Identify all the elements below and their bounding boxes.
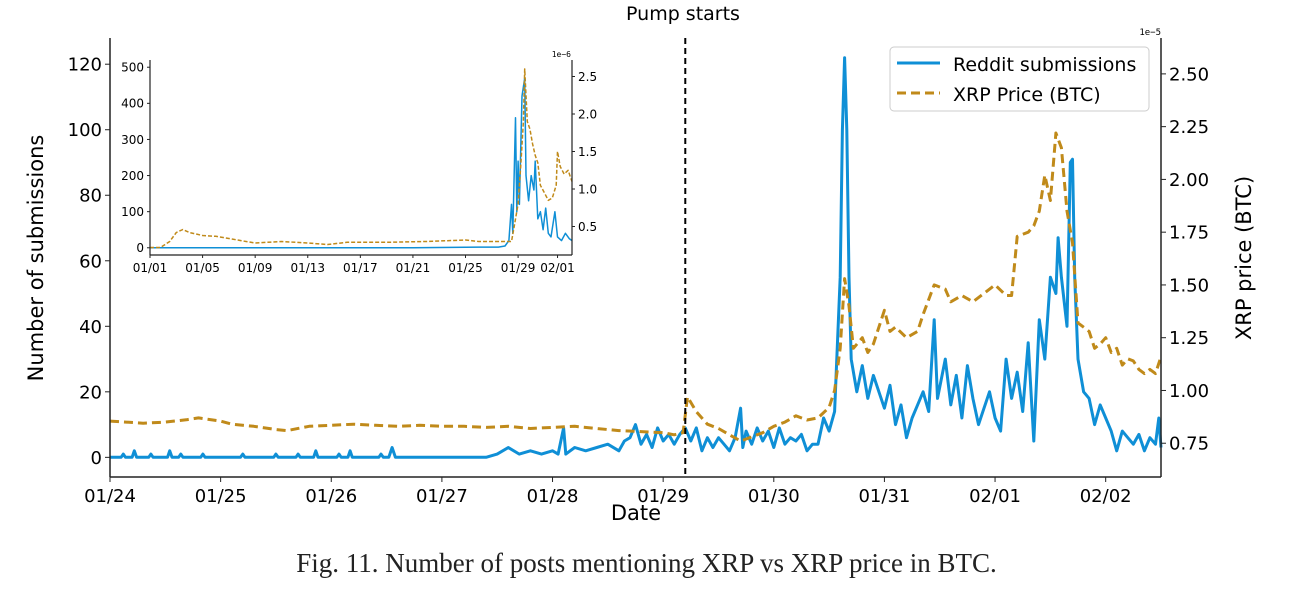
main-y2-tick-label: 1.75 — [1169, 223, 1209, 244]
legend-label-xrp: XRP Price (BTC) — [953, 84, 1101, 106]
legend-label-reddit: Reddit submissions — [953, 54, 1136, 76]
inset-x-tick-label: 02/01 — [540, 261, 575, 275]
main-y2-tick-label: 2.25 — [1169, 117, 1209, 138]
inset-y2-tick-label: 0.5 — [578, 220, 597, 234]
inset-x-tick-label: 01/13 — [290, 261, 325, 275]
main-y2-tick-label: 1.25 — [1169, 328, 1209, 349]
main-x-tick-label: 01/29 — [637, 486, 689, 507]
main-y2-tick-label: 1.50 — [1169, 275, 1209, 296]
inset-x-tick-label: 01/21 — [396, 261, 431, 275]
main-x-tick-label: 02/01 — [969, 486, 1021, 507]
inset-y-tick-label: 100 — [121, 205, 144, 219]
inset-y-tick-label: 0 — [136, 241, 144, 255]
figure-caption: Fig. 11. Number of posts mentioning XRP … — [296, 548, 997, 578]
inset-x-tick-label: 01/25 — [448, 261, 483, 275]
inset-y-tick-label: 200 — [121, 169, 144, 183]
main-y-tick-label: 60 — [79, 251, 102, 272]
main-y-tick-label: 0 — [91, 448, 102, 469]
legend-box — [889, 46, 1150, 112]
main-plot-area — [109, 38, 1163, 477]
inset-x-tick-label: 01/17 — [343, 261, 378, 275]
y2-axis-label: XRP price (BTC) — [1232, 176, 1256, 340]
inset-y-tick-label: 500 — [121, 61, 144, 75]
main-x-tick-label: 01/26 — [305, 486, 357, 507]
inset-x-tick-label: 01/05 — [185, 261, 220, 275]
main-y2-tick-label: 2.50 — [1169, 64, 1209, 85]
inset-series-reddit-submissions — [150, 77, 573, 249]
inset-y-tick-label: 300 — [121, 133, 144, 147]
inset-x-tick-label: 01/09 — [238, 261, 273, 275]
inset-axes: 01/01 01/05 01/09 01/13 01/17 01/21 01/25 01/29… — [121, 60, 597, 275]
main-series-reddit-submissions — [110, 56, 1163, 459]
inset-y2-offset-text: 1e−6 — [552, 50, 571, 59]
x-axis-label: Date — [611, 501, 661, 525]
main-x-tick-label: 01/25 — [195, 486, 247, 507]
main-y-tick-label: 120 — [68, 55, 102, 76]
main-axes: 01/24 01/25 01/26 01/27 01/28 01/29 01/30 01/31… — [68, 38, 1209, 507]
main-x-tick-label: 01/28 — [527, 486, 579, 507]
inset-y-tick-label: 400 — [121, 97, 144, 111]
legend: Reddit submissions XRP Price (BTC) — [889, 46, 1150, 112]
inset-x-tick-label: 01/29 — [501, 261, 536, 275]
main-series-xrp-price — [109, 131, 1163, 443]
inset-y2-tick-label: 1.5 — [578, 145, 597, 159]
main-y2-tick-label: 1.00 — [1169, 381, 1209, 402]
inset-y2-tick-label: 1.0 — [578, 182, 597, 196]
main-y-tick-label: 100 — [68, 120, 102, 141]
main-x-tick-label: 01/27 — [416, 486, 468, 507]
inset-plot-area — [150, 68, 573, 249]
y-axis-label: Number of submissions — [24, 135, 48, 382]
y2-offset-text: 1e−5 — [1139, 28, 1161, 38]
inset-y2-tick-label: 2.5 — [578, 70, 597, 84]
main-x-tick-label: 01/31 — [858, 486, 910, 507]
main-y-tick-label: 40 — [79, 317, 102, 338]
main-y-tick-label: 80 — [79, 186, 102, 207]
main-y2-tick-label: 2.00 — [1169, 170, 1209, 191]
main-x-tick-label: 01/30 — [748, 486, 800, 507]
inset-y2-tick-label: 2.0 — [578, 107, 597, 121]
main-x-tick-label: 01/24 — [84, 486, 136, 507]
inset-series-xrp-price — [150, 68, 573, 249]
chart-title: Pump starts — [626, 3, 740, 25]
main-x-tick-label: 02/02 — [1080, 486, 1132, 507]
main-y-tick-label: 20 — [79, 382, 102, 403]
inset-x-tick-label: 01/01 — [133, 261, 168, 275]
main-y2-tick-label: 0.75 — [1169, 434, 1209, 455]
